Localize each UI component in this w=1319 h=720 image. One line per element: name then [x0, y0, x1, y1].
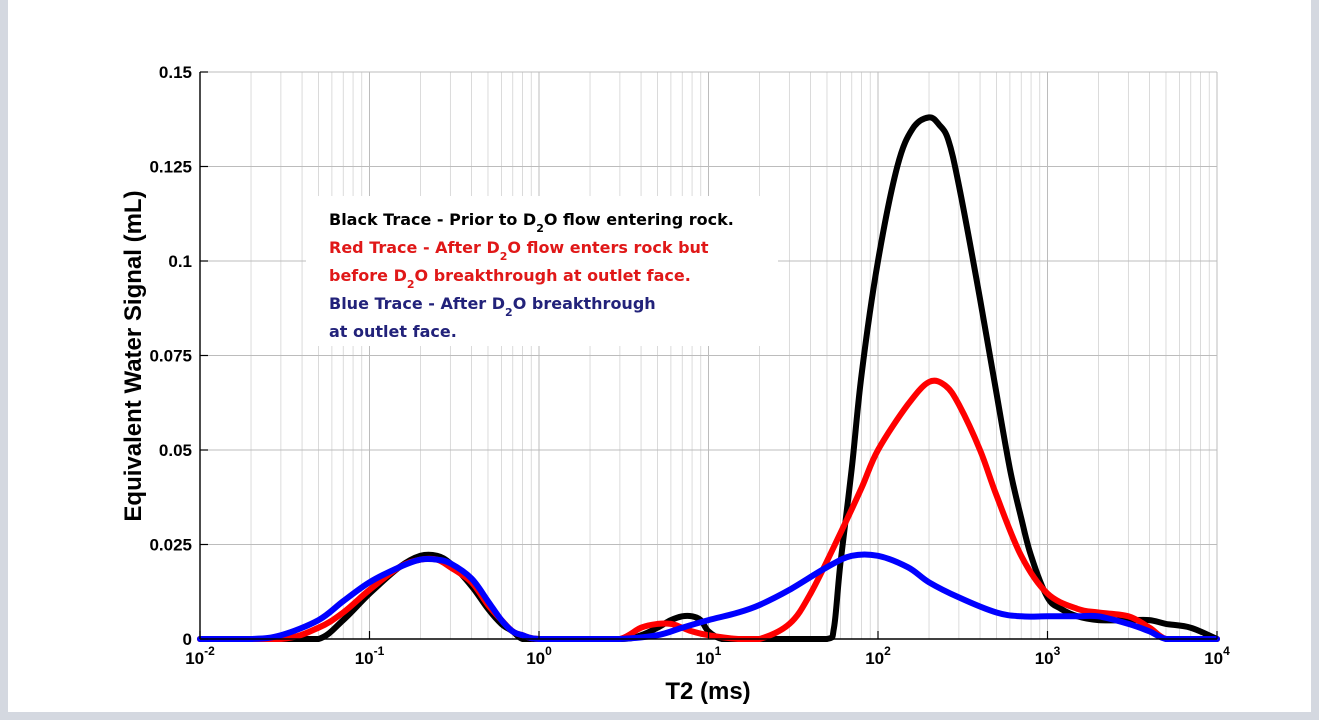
- legend-box: [306, 196, 778, 346]
- y-tick-label: 0.1: [168, 252, 192, 271]
- legend-text-segment: 2: [505, 306, 513, 319]
- x-tick-base: 10: [865, 649, 884, 668]
- y-tick-label: 0.075: [149, 347, 192, 366]
- x-tick-base: 10: [185, 649, 204, 668]
- legend-line: at outlet face.: [329, 322, 457, 341]
- x-tick-label: 104: [1204, 644, 1230, 668]
- y-tick-label: 0.05: [159, 441, 192, 460]
- figure-frame: Black Trace - Prior to D2O flow entering…: [8, 0, 1311, 712]
- y-axis-title: Equivalent Water Signal (mL): [120, 190, 147, 521]
- x-tick-base: 10: [696, 649, 715, 668]
- legend-line: Red Trace - After D2O flow enters rock b…: [329, 238, 709, 263]
- x-axis-title: T2 (ms): [665, 678, 750, 705]
- x-tick-label: 10-2: [185, 644, 215, 668]
- x-tick-exponent: 1: [715, 644, 722, 658]
- legend-text-segment: at outlet face.: [329, 322, 457, 341]
- x-tick-label: 102: [865, 644, 891, 668]
- y-tick-label: 0.125: [149, 158, 192, 177]
- x-tick-base: 10: [355, 649, 374, 668]
- legend-line: Black Trace - Prior to D2O flow entering…: [329, 210, 734, 235]
- x-tick-base: 10: [526, 649, 545, 668]
- series-line-2: [197, 551, 1220, 642]
- legend-text-segment: O flow enters rock but: [507, 238, 709, 257]
- legend-text-segment: before D: [329, 266, 407, 285]
- x-tick-base: 10: [1035, 649, 1054, 668]
- x-tick-label: 101: [696, 644, 722, 668]
- x-tick-exponent: -2: [204, 644, 215, 658]
- legend: Black Trace - Prior to D2O flow entering…: [306, 196, 778, 346]
- legend-text-segment: O breakthrough at outlet face.: [415, 266, 691, 285]
- x-tick-exponent: 2: [884, 644, 891, 658]
- y-tick-label: 0.025: [149, 536, 192, 555]
- x-tick-exponent: 0: [545, 644, 552, 658]
- x-tick-exponent: 4: [1223, 644, 1230, 658]
- x-tick-label: 103: [1035, 644, 1061, 668]
- y-tick-label: 0.15: [159, 63, 192, 82]
- x-tick-exponent: -1: [374, 644, 385, 658]
- t2-distribution-chart: Black Trace - Prior to D2O flow entering…: [120, 63, 1230, 705]
- legend-text-segment: O flow entering rock.: [544, 210, 734, 229]
- x-tick-label: 100: [526, 644, 552, 668]
- grid: [199, 71, 1218, 640]
- x-tick-exponent: 3: [1054, 644, 1061, 658]
- legend-text-segment: 2: [407, 278, 415, 291]
- legend-text-segment: Red Trace - After D: [329, 238, 500, 257]
- x-tick-base: 10: [1204, 649, 1223, 668]
- legend-line: Blue Trace - After D2O breakthrough: [329, 294, 656, 319]
- x-tick-label: 10-1: [355, 644, 385, 668]
- legend-text-segment: Black Trace - Prior to D: [329, 210, 536, 229]
- legend-text-segment: 2: [536, 222, 544, 235]
- legend-text-segment: 2: [500, 250, 508, 263]
- legend-line: before D2O breakthrough at outlet face.: [329, 266, 691, 291]
- y-tick-label: 0: [183, 630, 192, 649]
- legend-text-segment: Blue Trace - After D: [329, 294, 505, 313]
- legend-text-segment: O breakthrough: [513, 294, 656, 313]
